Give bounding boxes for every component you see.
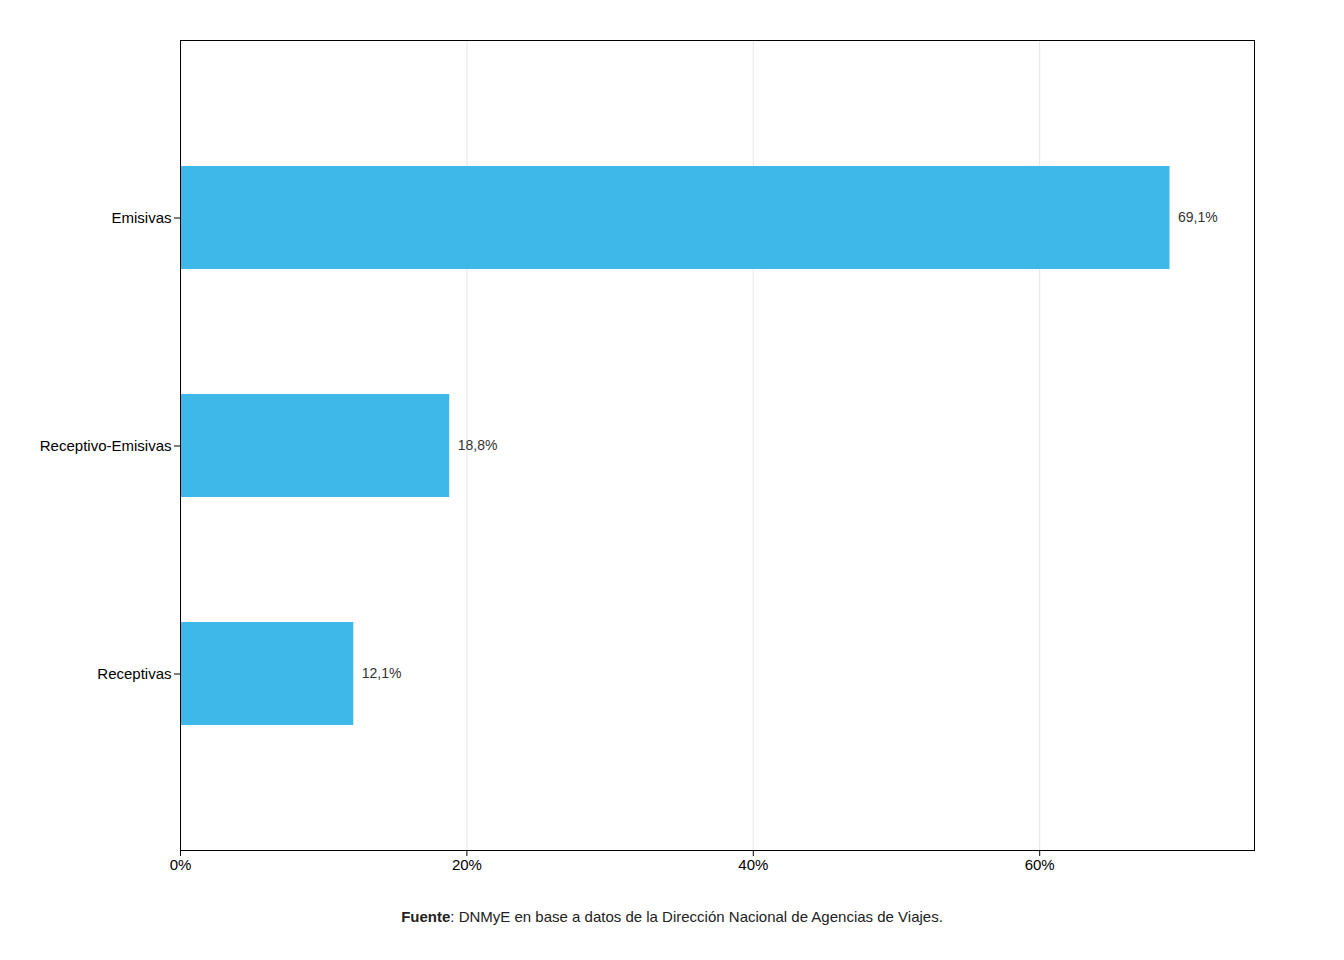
svg-text:0%: 0%	[170, 856, 192, 873]
svg-text:40%: 40%	[738, 856, 768, 873]
svg-text:69,1%: 69,1%	[1178, 209, 1218, 225]
html-text:Fuente: DNMyE en base a datos: Fuente: DNMyE en base a datos de la Dire…	[401, 908, 943, 925]
svg-text:20%: 20%	[452, 856, 482, 873]
svg-text:18,8%: 18,8%	[458, 437, 498, 453]
svg-text:60%: 60%	[1025, 856, 1055, 873]
svg-text:Receptivas: Receptivas	[97, 665, 171, 682]
svg-text:12,1%: 12,1%	[362, 665, 402, 681]
svg-text:Receptivo-Emisivas: Receptivo-Emisivas	[40, 437, 172, 454]
svg-text:Emisivas: Emisivas	[111, 209, 171, 226]
